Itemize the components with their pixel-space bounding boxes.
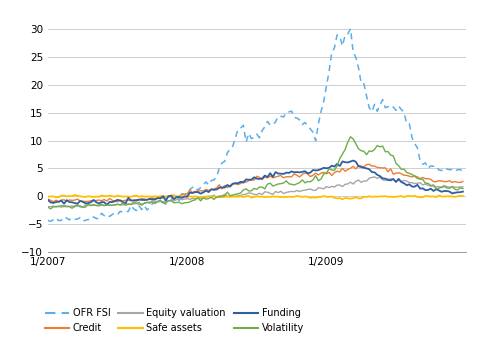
Legend: OFR FSI, Credit, Equity valuation, Safe assets, Funding, Volatility: OFR FSI, Credit, Equity valuation, Safe … <box>45 309 304 333</box>
